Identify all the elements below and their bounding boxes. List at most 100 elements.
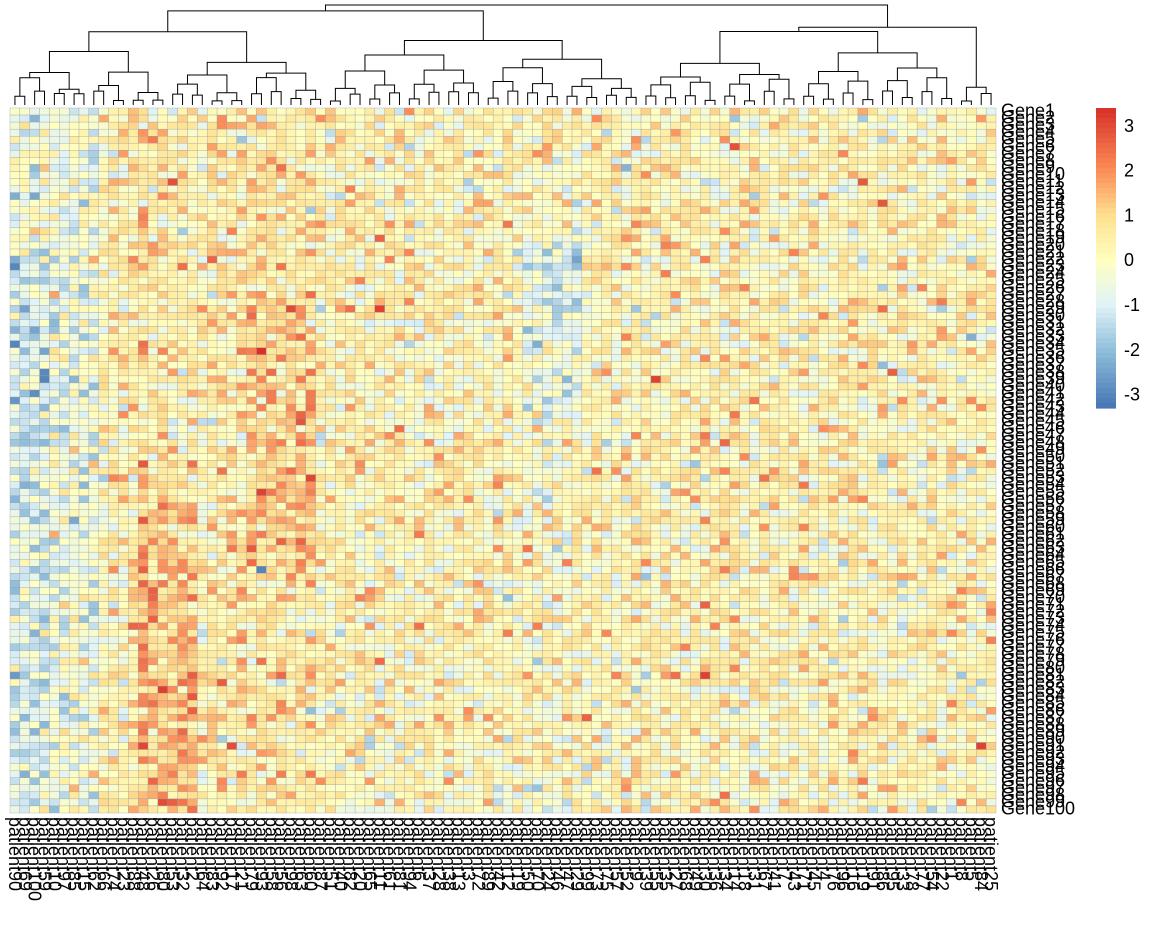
heatmap-cell bbox=[788, 192, 799, 200]
heatmap-cell bbox=[532, 114, 543, 123]
heatmap-cell bbox=[976, 227, 987, 236]
heatmap-cell bbox=[147, 107, 159, 116]
heatmap-cell bbox=[887, 418, 898, 426]
heatmap-cell bbox=[492, 178, 504, 186]
heatmap-cell bbox=[828, 262, 839, 271]
heatmap-cell bbox=[769, 354, 780, 362]
heatmap-cell bbox=[59, 418, 70, 426]
heatmap-cell bbox=[118, 277, 129, 285]
heatmap-cell bbox=[246, 262, 257, 271]
heatmap-cell bbox=[187, 107, 198, 116]
heatmap-cell bbox=[591, 248, 602, 257]
heatmap-cell bbox=[769, 192, 780, 200]
heatmap-cell bbox=[985, 354, 997, 362]
heatmap-cell bbox=[236, 361, 247, 370]
heatmap-cell bbox=[621, 403, 632, 412]
heatmap-cell bbox=[561, 354, 573, 362]
heatmap-cell bbox=[916, 410, 928, 419]
heatmap-cell bbox=[226, 171, 237, 179]
heatmap-cell bbox=[118, 418, 129, 426]
heatmap-cell bbox=[877, 121, 888, 130]
heatmap-cell bbox=[19, 227, 30, 236]
heatmap-cell bbox=[542, 284, 553, 292]
heatmap-cell bbox=[463, 368, 474, 377]
heatmap-cell bbox=[138, 220, 149, 229]
heatmap-cell bbox=[976, 136, 987, 144]
heatmap-cell bbox=[404, 319, 415, 327]
dendrogram-branch bbox=[113, 100, 124, 105]
heatmap-cell bbox=[453, 107, 464, 116]
heatmap-cell bbox=[926, 284, 938, 292]
heatmap-cell bbox=[709, 143, 721, 151]
heatmap-cell bbox=[532, 382, 543, 391]
heatmap-cell bbox=[640, 178, 652, 186]
heatmap-cell bbox=[147, 312, 159, 320]
heatmap-cell bbox=[167, 248, 178, 257]
dendrogram-branch bbox=[960, 100, 972, 105]
heatmap-cell bbox=[207, 164, 218, 172]
heatmap-cell bbox=[719, 192, 730, 200]
heatmap-cell bbox=[670, 361, 681, 370]
heatmap-cell bbox=[640, 361, 652, 370]
heatmap-cell bbox=[246, 136, 257, 144]
heatmap-cell bbox=[246, 150, 257, 158]
heatmap-cell bbox=[601, 121, 612, 130]
heatmap-cell bbox=[591, 284, 602, 292]
heatmap-cell bbox=[364, 277, 375, 285]
heatmap-cell bbox=[690, 340, 701, 348]
heatmap-cell bbox=[808, 220, 819, 229]
heatmap-cell bbox=[98, 121, 109, 130]
heatmap-cell bbox=[985, 128, 997, 137]
heatmap-cell bbox=[631, 361, 642, 370]
heatmap-cell bbox=[808, 171, 819, 179]
heatmap-cell bbox=[404, 107, 415, 116]
heatmap-cell bbox=[207, 403, 218, 412]
heatmap-cell bbox=[552, 305, 563, 313]
heatmap-cell bbox=[187, 375, 198, 384]
heatmap-cell bbox=[907, 234, 918, 243]
heatmap-cell bbox=[9, 291, 21, 299]
heatmap-cell bbox=[542, 305, 553, 313]
heatmap-cell bbox=[502, 248, 514, 257]
heatmap-cell bbox=[601, 171, 612, 179]
heatmap-cell bbox=[749, 446, 760, 454]
heatmap-cell bbox=[177, 206, 188, 214]
heatmap-cell bbox=[512, 255, 523, 264]
heatmap-cell bbox=[680, 114, 691, 123]
heatmap-cell bbox=[118, 312, 129, 320]
heatmap-cell bbox=[59, 389, 70, 398]
heatmap-cell bbox=[78, 262, 90, 271]
heatmap-cell bbox=[729, 150, 740, 158]
heatmap-cell bbox=[552, 284, 563, 292]
heatmap-cell bbox=[581, 340, 592, 348]
heatmap-cell bbox=[463, 157, 474, 165]
heatmap-cell bbox=[423, 143, 435, 151]
heatmap-cell bbox=[463, 425, 474, 433]
heatmap-cell bbox=[739, 277, 750, 285]
heatmap-cell bbox=[157, 255, 168, 264]
heatmap-cell bbox=[384, 410, 395, 419]
heatmap-cell bbox=[177, 312, 188, 320]
heatmap-cell bbox=[887, 305, 898, 313]
heatmap-cell bbox=[276, 326, 287, 334]
heatmap-cell bbox=[897, 150, 908, 158]
heatmap-cell bbox=[670, 439, 681, 447]
heatmap-cell bbox=[394, 354, 405, 362]
heatmap-cell bbox=[88, 178, 99, 186]
heatmap-cell bbox=[404, 262, 415, 271]
heatmap-cell bbox=[246, 178, 257, 186]
heatmap-cell bbox=[709, 396, 721, 405]
heatmap-cell bbox=[374, 319, 385, 327]
heatmap-cell bbox=[177, 425, 188, 433]
heatmap-cell bbox=[778, 128, 790, 137]
heatmap-cell bbox=[473, 410, 484, 419]
heatmap-cell bbox=[266, 291, 277, 299]
heatmap-cell bbox=[345, 382, 356, 391]
heatmap-cell bbox=[226, 157, 237, 165]
heatmap-cell bbox=[453, 192, 464, 200]
heatmap-cell bbox=[59, 410, 70, 419]
heatmap-cell bbox=[305, 418, 316, 426]
heatmap-cell bbox=[216, 206, 228, 214]
heatmap-cell bbox=[325, 199, 336, 207]
heatmap-cell bbox=[325, 382, 336, 391]
